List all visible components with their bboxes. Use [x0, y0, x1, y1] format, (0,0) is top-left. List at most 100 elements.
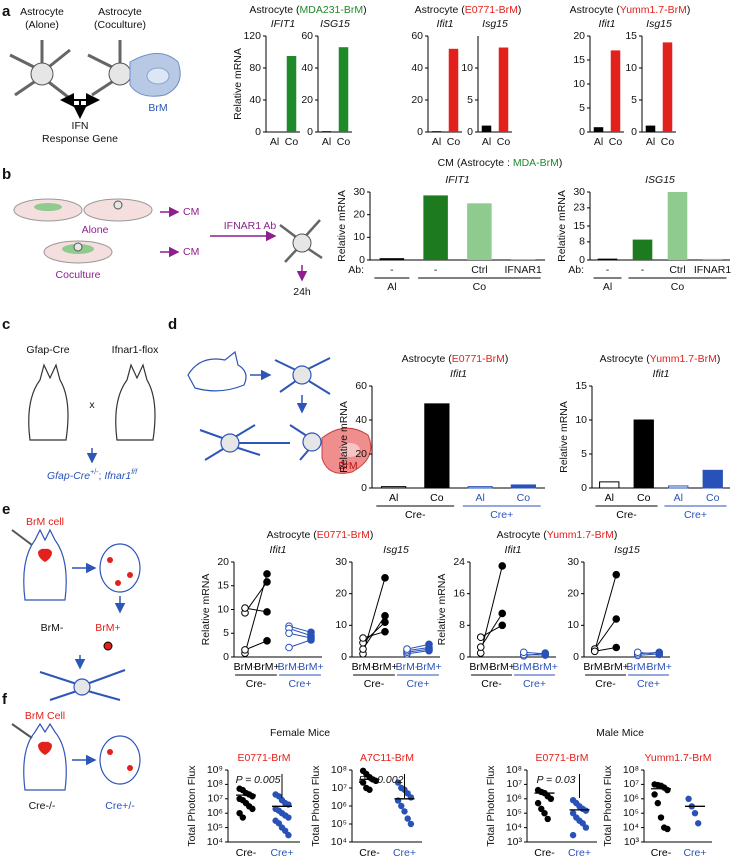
- y-tick-label: 10⁵: [331, 818, 347, 830]
- label: Ifnar1-flox: [112, 344, 159, 356]
- y-tick-label: 10⁶: [623, 793, 639, 805]
- group-label: Al: [603, 281, 612, 293]
- y-tick-label: 10⁷: [332, 782, 348, 794]
- x-tick-label: BrM-: [396, 661, 419, 673]
- y-tick-label: 10⁶: [506, 793, 522, 805]
- y-axis-label: Total Photon Flux: [310, 765, 322, 847]
- point-after: [263, 578, 271, 586]
- y-tick-label: 15: [573, 220, 585, 232]
- x-tick-label: IFNAR1: [504, 264, 542, 276]
- x-tick-label: Cre+: [270, 847, 293, 859]
- label: Astrocyte: [20, 6, 64, 18]
- group-label: Cre+: [406, 678, 429, 690]
- y-tick-label: 10⁷: [624, 778, 640, 790]
- y-axis-label: Relative mRNA: [436, 574, 448, 646]
- point-after: [381, 574, 389, 582]
- x-tick-label: Al: [432, 136, 441, 148]
- y-tick-label: 0: [579, 254, 585, 266]
- genotype: Gfap-Cre+/-; Ifnar1f/f: [47, 469, 138, 482]
- pair-line: [594, 574, 617, 651]
- x-tick-label: Co: [637, 492, 651, 504]
- chart-title: Ifit1: [270, 544, 287, 556]
- chart-title: IFIT1: [445, 174, 470, 186]
- x-tick-label: Cre-: [651, 847, 672, 859]
- point-before: [519, 648, 528, 657]
- label: Astrocyte: [98, 6, 142, 18]
- y-tick-label: 30: [573, 186, 585, 198]
- bar: [286, 56, 297, 132]
- chart-title: Isg15: [482, 18, 508, 30]
- panel-label: c: [2, 316, 10, 333]
- y-tick-label: 120: [243, 30, 261, 42]
- header-part: ): [614, 529, 618, 541]
- point-after: [655, 650, 664, 659]
- group-header: CM (Astrocyte : MDA-BrM): [438, 157, 563, 169]
- pair-line: [594, 618, 617, 650]
- y-axis-label: Total Photon Flux: [186, 765, 198, 847]
- bar: [467, 486, 493, 489]
- point: [691, 810, 699, 817]
- point-before: [285, 643, 293, 652]
- x-tick-label: BrM+: [372, 661, 397, 673]
- group-label: Al: [387, 281, 396, 293]
- x-tick-label: Cre+: [393, 847, 416, 859]
- x-tick-label: BrM-: [234, 661, 257, 673]
- x-tick-label: Cre-: [359, 847, 380, 859]
- x-tick-label: BrM-: [278, 661, 301, 673]
- point: [285, 814, 292, 821]
- header-part: Male Mice: [596, 727, 644, 739]
- bar: [423, 195, 448, 260]
- pair-line: [288, 639, 312, 648]
- diagram-f: BrM Cell Cre-/- Cre+/-: [11, 710, 141, 812]
- y-tick-label: 10⁷: [208, 793, 224, 805]
- group-label: Cre+: [684, 509, 707, 521]
- x-tick-label: -: [641, 264, 645, 276]
- y-tick-label: 20: [573, 30, 585, 42]
- label: (Coculture): [94, 19, 146, 31]
- header-part: Astrocyte (: [570, 4, 621, 16]
- bar: [593, 127, 604, 132]
- header-part: E0771-BrM: [452, 353, 505, 365]
- y-tick-label: 60: [411, 30, 423, 42]
- chart-title: E0771-BrM: [237, 752, 290, 764]
- x-tick-label: BrM-: [626, 661, 649, 673]
- point-after: [498, 621, 507, 630]
- y-tick-label: 30: [335, 556, 347, 568]
- point: [569, 831, 577, 839]
- header-part: ): [363, 4, 367, 16]
- point-before: [241, 646, 249, 654]
- x-tick-label: Cre-: [534, 847, 555, 859]
- y-tick-label: 0: [255, 126, 261, 138]
- chart-title: Isg15: [646, 18, 672, 30]
- header-part: ): [559, 157, 563, 169]
- panel-label: e: [2, 501, 10, 518]
- point-after: [381, 612, 389, 620]
- chart-title: ISG15: [645, 174, 675, 186]
- group-label: Cre+: [637, 678, 660, 690]
- bar: [481, 125, 492, 132]
- chart-title: Ifit1: [599, 18, 616, 30]
- chart-title: IFIT1: [271, 18, 296, 30]
- x-tick-label: -: [606, 264, 610, 276]
- y-tick-label: 10⁷: [507, 778, 523, 790]
- bar: [379, 258, 405, 260]
- diagram-d: BrM: [187, 350, 372, 474]
- y-tick-label: 0: [307, 126, 313, 138]
- point: [582, 807, 590, 814]
- label: Coculture: [56, 269, 101, 281]
- y-tick-label: 10⁴: [623, 821, 639, 833]
- group-label: Cre-: [616, 509, 637, 521]
- point-after: [381, 627, 389, 636]
- y-tick-label: 10⁴: [331, 836, 347, 848]
- chart-title: Ifit1: [653, 368, 670, 380]
- label: Alone: [82, 224, 109, 236]
- x-tick-label: Co: [337, 136, 351, 148]
- y-tick-label: 10⁸: [506, 764, 522, 776]
- y-tick-label: 20: [567, 587, 579, 599]
- y-tick-label: 80: [249, 62, 261, 74]
- bar: [448, 48, 459, 132]
- point: [398, 802, 405, 810]
- pair-line: [362, 621, 386, 644]
- y-tick-label: 10⁹: [207, 764, 223, 776]
